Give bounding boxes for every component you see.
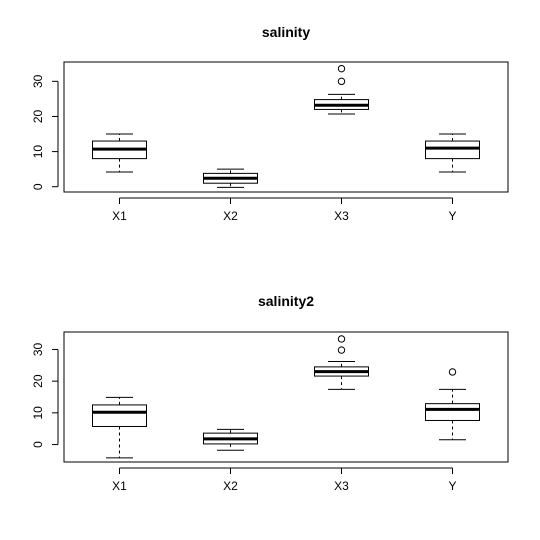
plot-frame bbox=[63, 61, 509, 193]
outlier-point bbox=[337, 335, 346, 343]
x-tick-label: X1 bbox=[112, 479, 127, 493]
x-tick-label: X1 bbox=[112, 209, 127, 223]
y-tick-label: 10 bbox=[31, 406, 45, 420]
chart-title: salinity2 bbox=[258, 293, 314, 309]
x-tick-label: X2 bbox=[223, 209, 238, 223]
y-tick-label: 10 bbox=[31, 145, 45, 159]
chart-title: salinity bbox=[262, 24, 310, 40]
y-tick-label: 30 bbox=[31, 74, 45, 88]
y-tick-label: 20 bbox=[31, 109, 45, 123]
plot-frame bbox=[63, 331, 509, 463]
outlier-point bbox=[337, 64, 346, 73]
box-Y bbox=[425, 140, 480, 160]
outlier-point bbox=[337, 77, 346, 86]
x-tick-label: X3 bbox=[334, 209, 349, 223]
outlier-point bbox=[448, 368, 457, 376]
x-tick-label: X2 bbox=[223, 479, 238, 493]
x-tick-label: X3 bbox=[334, 479, 349, 493]
y-tick-label: 0 bbox=[31, 183, 45, 190]
box-X1 bbox=[92, 404, 147, 427]
x-tick-label: Y bbox=[448, 479, 456, 493]
outlier-point bbox=[337, 346, 346, 354]
x-tick-label: Y bbox=[448, 209, 456, 223]
y-tick-label: 30 bbox=[31, 342, 45, 356]
y-tick-label: 20 bbox=[31, 374, 45, 388]
box-Y bbox=[425, 403, 480, 421]
y-tick-label: 0 bbox=[31, 441, 45, 448]
